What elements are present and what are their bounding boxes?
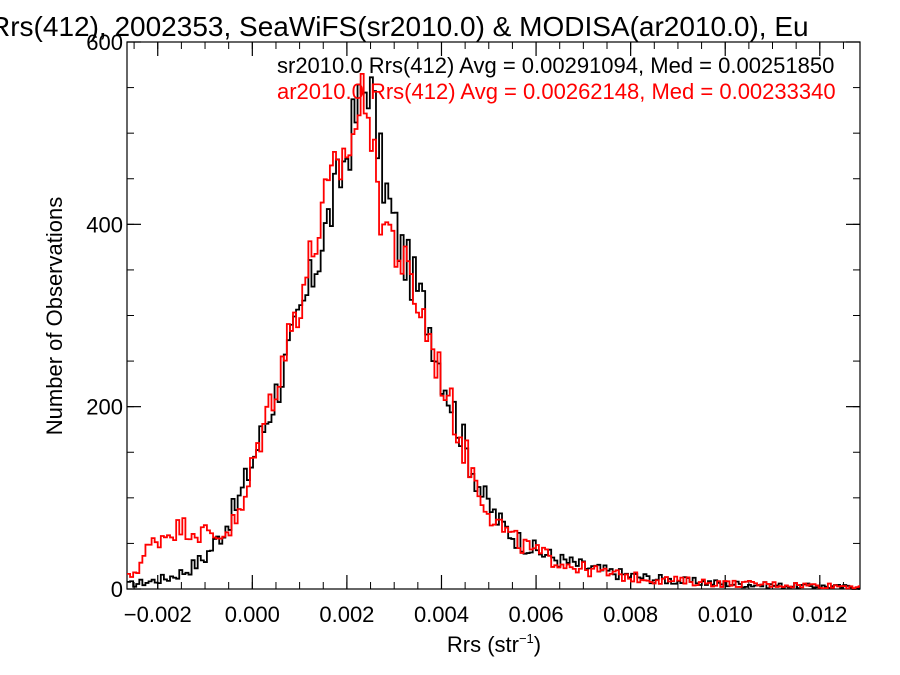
x-axis-label-superscript: −1 xyxy=(519,631,534,646)
chart-title: Rrs(412), 2002353, SeaWiFS(sr2010.0) & M… xyxy=(0,11,809,42)
series-layer xyxy=(127,73,860,590)
legend: sr2010.0 Rrs(412) Avg = 0.00291094, Med … xyxy=(277,53,836,104)
y-tick-label: 0 xyxy=(111,577,123,602)
legend-entry-ar2010: ar2010.0 Rrs(412) Avg = 0.00262148, Med … xyxy=(277,79,836,104)
x-tick-label: 0.002 xyxy=(319,602,374,627)
x-tick-label: 0.010 xyxy=(698,602,753,627)
y-tick-label: 400 xyxy=(86,212,123,237)
x-tick-label: 0.006 xyxy=(509,602,564,627)
x-tick-label: 0.000 xyxy=(225,602,280,627)
axis-ticks: −0.002 0.000 0.002 0.004 0.006 0.008 0.010 0.01… xyxy=(86,30,860,627)
y-axis-label: Number of Observations xyxy=(42,197,67,435)
y-tick-label: 200 xyxy=(86,395,123,420)
x-tick-label: 0.004 xyxy=(414,602,469,627)
series-line-ar2010 xyxy=(127,73,860,590)
x-axis-label: Rrs (str−1) xyxy=(447,631,541,657)
x-tick-label: 0.012 xyxy=(792,602,847,627)
y-tick-label: 600 xyxy=(86,30,123,55)
x-axis-label-close: ) xyxy=(534,632,541,657)
x-tick-label: 0.008 xyxy=(603,602,658,627)
legend-entry-sr2010: sr2010.0 Rrs(412) Avg = 0.00291094, Med … xyxy=(277,53,834,78)
x-tick-label: −0.002 xyxy=(124,602,192,627)
